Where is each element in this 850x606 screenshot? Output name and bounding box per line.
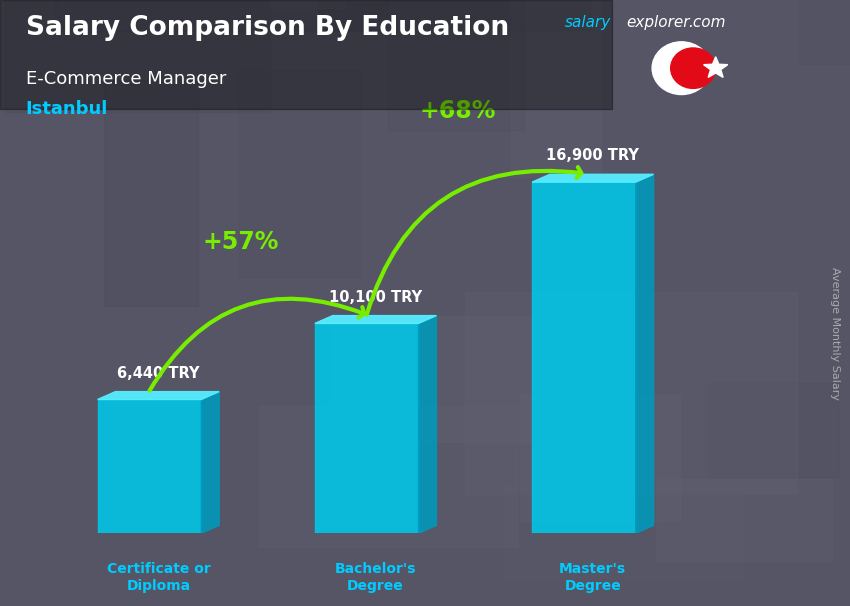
Text: 16,900 TRY: 16,900 TRY	[547, 148, 639, 164]
Polygon shape	[532, 175, 654, 182]
Circle shape	[652, 42, 711, 95]
Text: +57%: +57%	[202, 230, 279, 254]
Polygon shape	[636, 175, 654, 533]
Text: Salary Comparison By Education: Salary Comparison By Education	[26, 15, 508, 41]
Polygon shape	[98, 399, 201, 533]
Polygon shape	[201, 391, 219, 533]
Polygon shape	[98, 391, 219, 399]
Text: E-Commerce Manager: E-Commerce Manager	[26, 70, 226, 88]
Text: Istanbul: Istanbul	[26, 100, 108, 118]
Text: Certificate or
Diploma: Certificate or Diploma	[106, 562, 210, 593]
Polygon shape	[314, 324, 418, 533]
Text: salary: salary	[565, 15, 611, 30]
Text: 10,100 TRY: 10,100 TRY	[329, 290, 422, 305]
Text: explorer: explorer	[626, 15, 690, 30]
Polygon shape	[418, 316, 436, 533]
Text: 6,440 TRY: 6,440 TRY	[117, 366, 200, 381]
Text: Average Monthly Salary: Average Monthly Salary	[830, 267, 840, 400]
Text: .com: .com	[688, 15, 725, 30]
Text: +68%: +68%	[420, 99, 496, 124]
Polygon shape	[704, 57, 728, 78]
Polygon shape	[532, 182, 636, 533]
Polygon shape	[314, 316, 436, 324]
Text: Bachelor's
Degree: Bachelor's Degree	[335, 562, 416, 593]
Circle shape	[671, 48, 716, 88]
Text: Master's
Degree: Master's Degree	[559, 562, 626, 593]
